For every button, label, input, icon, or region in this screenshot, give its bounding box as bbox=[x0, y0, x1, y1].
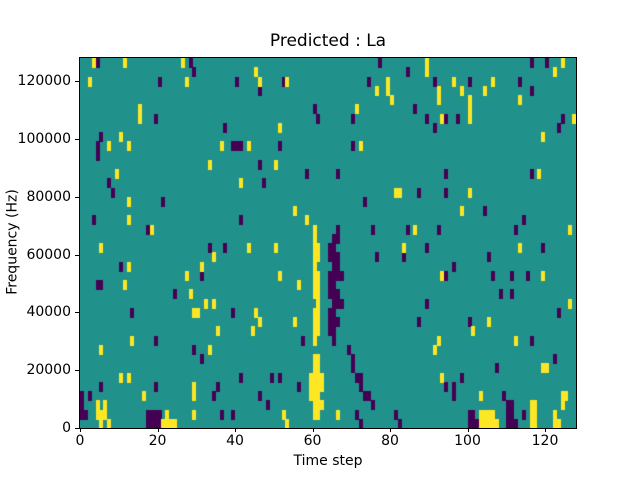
x-tick-label: 40 bbox=[226, 433, 244, 449]
x-axis-label: Time step bbox=[293, 453, 363, 469]
y-tick-label: 0 bbox=[62, 420, 71, 436]
x-tick-label: 0 bbox=[75, 433, 85, 449]
y-tick-label: 80000 bbox=[26, 188, 71, 205]
x-tick-label: 20 bbox=[148, 433, 167, 449]
x-tick-mark bbox=[545, 428, 546, 432]
x-tick-mark bbox=[157, 428, 159, 432]
x-tick-label: 60 bbox=[303, 433, 322, 449]
x-tick-mark bbox=[312, 428, 314, 432]
y-tick-label: 120000 bbox=[17, 73, 71, 90]
heatmap-plot-area bbox=[79, 57, 577, 429]
x-tick-mark bbox=[390, 428, 391, 432]
y-tick-mark bbox=[75, 81, 79, 83]
y-tick-mark bbox=[75, 138, 79, 140]
x-tick-label: 100 bbox=[454, 433, 481, 449]
x-tick-label: 80 bbox=[381, 433, 399, 449]
y-tick-mark bbox=[75, 428, 79, 429]
x-tick-mark bbox=[235, 428, 236, 432]
y-axis-label-text: Frequency (Hz) bbox=[4, 189, 21, 295]
y-tick-mark bbox=[75, 254, 79, 256]
heatmap-canvas bbox=[80, 58, 576, 428]
x-tick-mark bbox=[467, 428, 469, 432]
y-tick-mark bbox=[75, 312, 79, 314]
y-tick-label: 100000 bbox=[17, 130, 71, 147]
y-tick-mark bbox=[75, 196, 79, 198]
y-tick-label: 40000 bbox=[26, 304, 71, 321]
chart-title: Predicted : La bbox=[269, 31, 387, 51]
y-tick-mark bbox=[75, 370, 79, 372]
x-tick-label: 120 bbox=[531, 433, 559, 449]
y-tick-label: 20000 bbox=[26, 362, 71, 379]
y-tick-label: 60000 bbox=[26, 246, 71, 263]
x-tick-mark bbox=[80, 428, 81, 432]
